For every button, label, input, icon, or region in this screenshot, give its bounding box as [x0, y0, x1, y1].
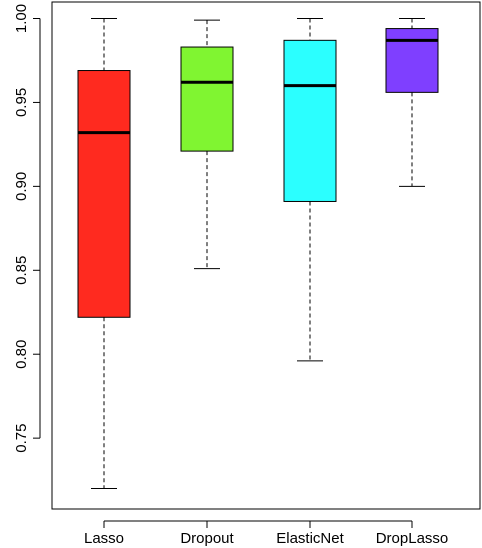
plot-area-frame	[51, 1, 481, 510]
y-tick-label: 0.75	[13, 424, 30, 453]
x-tick-label: ElasticNet	[276, 530, 344, 547]
x-tick-label: DropLasso	[376, 530, 449, 547]
iqr-box	[180, 46, 234, 152]
iqr-box	[385, 28, 439, 93]
box-lasso	[77, 18, 131, 489]
y-tick-label: 0.85	[13, 256, 30, 285]
box-droplasso	[385, 18, 439, 187]
y-tick-label: 0.80	[13, 340, 30, 369]
box-elasticnet	[283, 18, 337, 362]
y-axis: 0.75 0.80 0.85 0.90 0.95 1.00	[13, 4, 41, 453]
iqr-box	[77, 70, 131, 318]
y-tick-label: 0.95	[13, 88, 30, 117]
y-tick-label: 0.90	[13, 172, 30, 201]
x-tick-label: Dropout	[180, 530, 234, 547]
y-tick-label: 1.00	[13, 4, 30, 33]
x-tick-label: Lasso	[84, 530, 124, 547]
x-axis: Lasso Dropout ElasticNet DropLasso	[84, 520, 449, 547]
box-dropout	[180, 19, 234, 270]
boxes-layer	[77, 18, 439, 489]
iqr-box	[283, 39, 337, 202]
